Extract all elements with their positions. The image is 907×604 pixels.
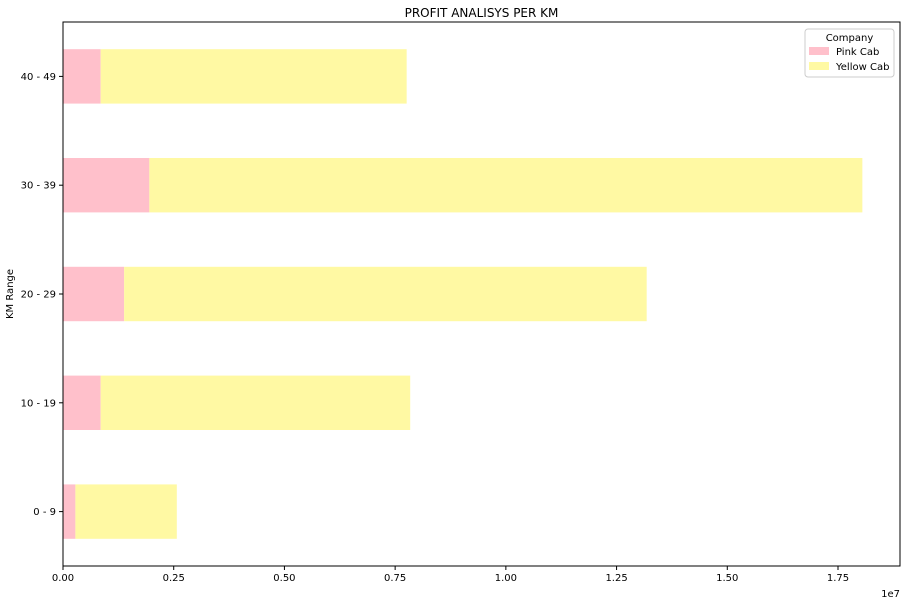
y-tick-label: 0 - 9 — [33, 507, 56, 518]
bar-yellow-cab-4 — [100, 49, 407, 104]
bar-pink-cab-0 — [63, 484, 76, 539]
plot-frame — [62, 21, 901, 567]
x-tick-label: 0.50 — [273, 573, 295, 584]
x-tick-label: 0.25 — [163, 573, 185, 584]
bar-yellow-cab-0 — [75, 484, 177, 539]
x-tick-label: 1.75 — [827, 573, 849, 584]
y-tick-label: 20 - 29 — [21, 290, 56, 301]
y-axis-label: KM Range — [5, 269, 16, 319]
legend-swatch-yellow-cab — [809, 62, 829, 70]
bar-yellow-cab-3 — [149, 158, 863, 213]
y-tick-label: 10 - 19 — [21, 398, 56, 409]
axes-layer: 0 - 9 10 - 19 20 - 29 30 - 39 40 - 49 0.00 0.2… — [21, 21, 901, 584]
legend-label: Yellow Cab — [835, 62, 889, 73]
bar-yellow-cab-1 — [100, 375, 411, 430]
bar-pink-cab-4 — [63, 49, 101, 104]
x-tick-label: 1.25 — [605, 573, 627, 584]
bar-pink-cab-3 — [63, 158, 150, 213]
bar-yellow-cab-2 — [124, 266, 647, 322]
legend: Company Pink Cab Yellow Cab — [804, 28, 895, 78]
chart-title: PROFIT ANALISYS PER KM — [405, 6, 559, 20]
legend-swatch-pink-cab — [809, 47, 829, 55]
y-tick-label: 40 - 49 — [21, 72, 56, 83]
x-tick-label: 1.00 — [495, 573, 517, 584]
legend-title: Company — [826, 33, 874, 44]
x-axis-offset-label: 1e7 — [881, 589, 900, 600]
x-tick-label: 1.50 — [716, 573, 738, 584]
y-tick-label: 30 - 39 — [21, 181, 56, 192]
bar-pink-cab-1 — [63, 375, 101, 430]
legend-label: Pink Cab — [836, 47, 879, 58]
x-tick-label: 0.75 — [384, 573, 406, 584]
bar-pink-cab-2 — [63, 266, 125, 322]
x-tick-label: 0.00 — [52, 573, 74, 584]
bars-layer — [63, 49, 863, 539]
